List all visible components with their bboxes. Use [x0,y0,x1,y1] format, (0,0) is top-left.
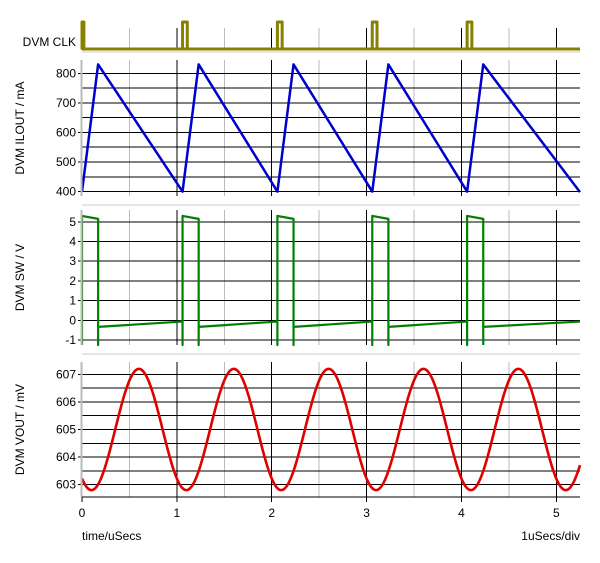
iout-trace [80,63,581,193]
vout-tick-label: 604 [56,450,76,464]
x-tick-label: 1 [174,506,181,520]
iout-axis-label: DVM ILOUT / mA [13,81,27,174]
x-tick-label: 4 [458,506,465,520]
iout-tick-label: 700 [56,96,76,110]
vout-axis-label: DVM VOUT / mV [13,384,27,475]
x-axis-label-left: time/uSecs [82,529,141,543]
sw-tick-label: 0 [69,313,76,327]
iout-tick-label: 400 [56,185,76,199]
x-tick-label: 5 [553,506,560,520]
sw-tick-label: 4 [69,235,76,249]
x-tick-label: 2 [268,506,275,520]
sw-axis-label: DVM SW / V [13,244,27,311]
iout-tick-label: 800 [56,66,76,80]
x-tick-label: 0 [79,506,86,520]
vout-tick-label: 605 [56,423,76,437]
sw-tick-label: 5 [69,215,76,229]
iout-tick-label: 500 [56,155,76,169]
sw-tick-label: 1 [69,294,76,308]
x-tick-label: 3 [363,506,370,520]
sw-tick-label: 3 [69,254,76,268]
vout-tick-label: 606 [56,395,76,409]
clk-trace [80,20,580,51]
sw-trace [80,214,581,347]
vout-tick-label: 603 [56,478,76,492]
clk-axis-label: DVM CLK [23,35,76,49]
x-axis-label-right: 1uSecs/div [521,529,580,543]
vout-tick-label: 607 [56,367,76,381]
sw-tick-label: -1 [65,333,76,347]
iout-tick-label: 600 [56,125,76,139]
vout-trace [80,367,582,492]
sw-tick-label: 2 [69,274,76,288]
